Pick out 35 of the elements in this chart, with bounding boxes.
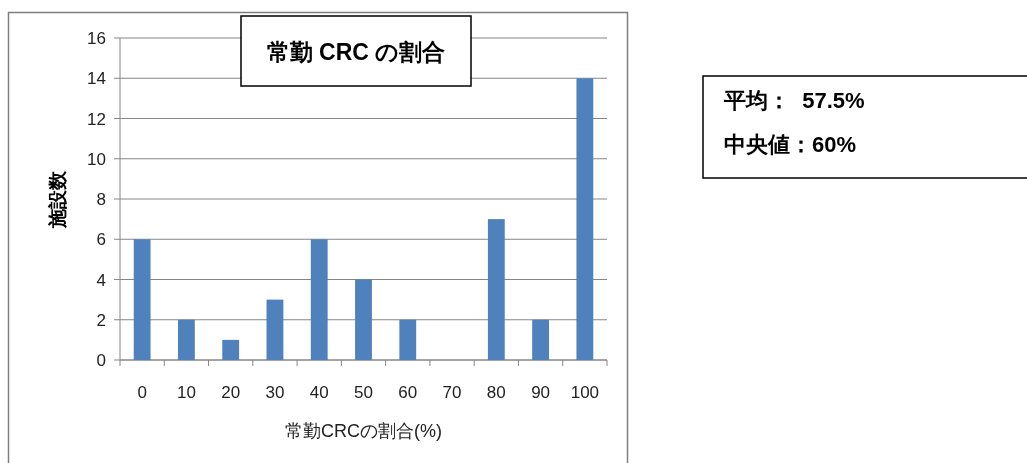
x-tick-label: 70 (442, 383, 462, 402)
bar (399, 319, 417, 360)
bar (178, 319, 195, 360)
text: 中央値：60% (724, 132, 857, 157)
y-tick-label: 14 (87, 69, 106, 89)
x-tick-label: 30 (265, 383, 285, 402)
y-tick-label: 8 (96, 190, 106, 209)
y-tick-label: 0 (96, 351, 106, 370)
x-tick-label: 40 (309, 383, 329, 402)
x-tick-label: 20 (221, 383, 241, 402)
x-tick-label: 80 (486, 383, 506, 402)
y-tick-label: 2 (96, 310, 106, 330)
bar (310, 239, 328, 360)
x-tick-label: 90 (531, 383, 551, 402)
bar (355, 279, 372, 360)
y-axis-title: 施設数 (47, 169, 68, 229)
bar (487, 219, 505, 360)
y-tick-label: 12 (87, 109, 106, 129)
y-tick-label: 6 (96, 230, 106, 250)
y-tick-label: 16 (87, 29, 106, 48)
chart-title: 常勤 CRC の割合 (266, 39, 446, 65)
bar (266, 299, 284, 360)
x-tick-label: 0 (137, 383, 147, 402)
y-tick-label: 4 (96, 270, 106, 290)
x-axis-title: 常勤CRCの割合(%) (285, 421, 442, 441)
x-tick-label: 50 (354, 383, 373, 402)
bar (576, 78, 594, 360)
x-tick-label: 10 (176, 383, 196, 402)
bar (532, 319, 549, 360)
y-tick-label: 10 (87, 149, 106, 169)
bar (133, 239, 151, 360)
x-tick-label: 60 (398, 383, 418, 402)
x-tick-label: 100 (570, 383, 600, 402)
bar (222, 339, 240, 360)
text: 平均： 57.5% (723, 88, 865, 113)
